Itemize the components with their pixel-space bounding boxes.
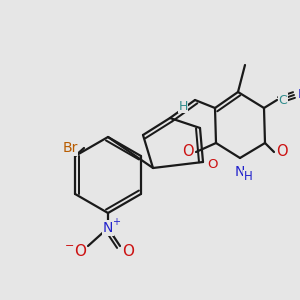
Text: N: N [103, 221, 113, 235]
Text: −: − [65, 241, 75, 251]
Text: O: O [207, 158, 217, 170]
Text: N: N [297, 88, 300, 101]
Text: +: + [112, 217, 120, 227]
Text: O: O [122, 244, 134, 260]
Text: C: C [279, 94, 287, 106]
Text: H: H [178, 100, 188, 112]
Text: O: O [74, 244, 86, 260]
Text: O: O [182, 145, 194, 160]
Text: Br: Br [62, 141, 78, 155]
Text: H: H [244, 170, 252, 184]
Text: N: N [235, 165, 245, 179]
Text: O: O [276, 145, 288, 160]
